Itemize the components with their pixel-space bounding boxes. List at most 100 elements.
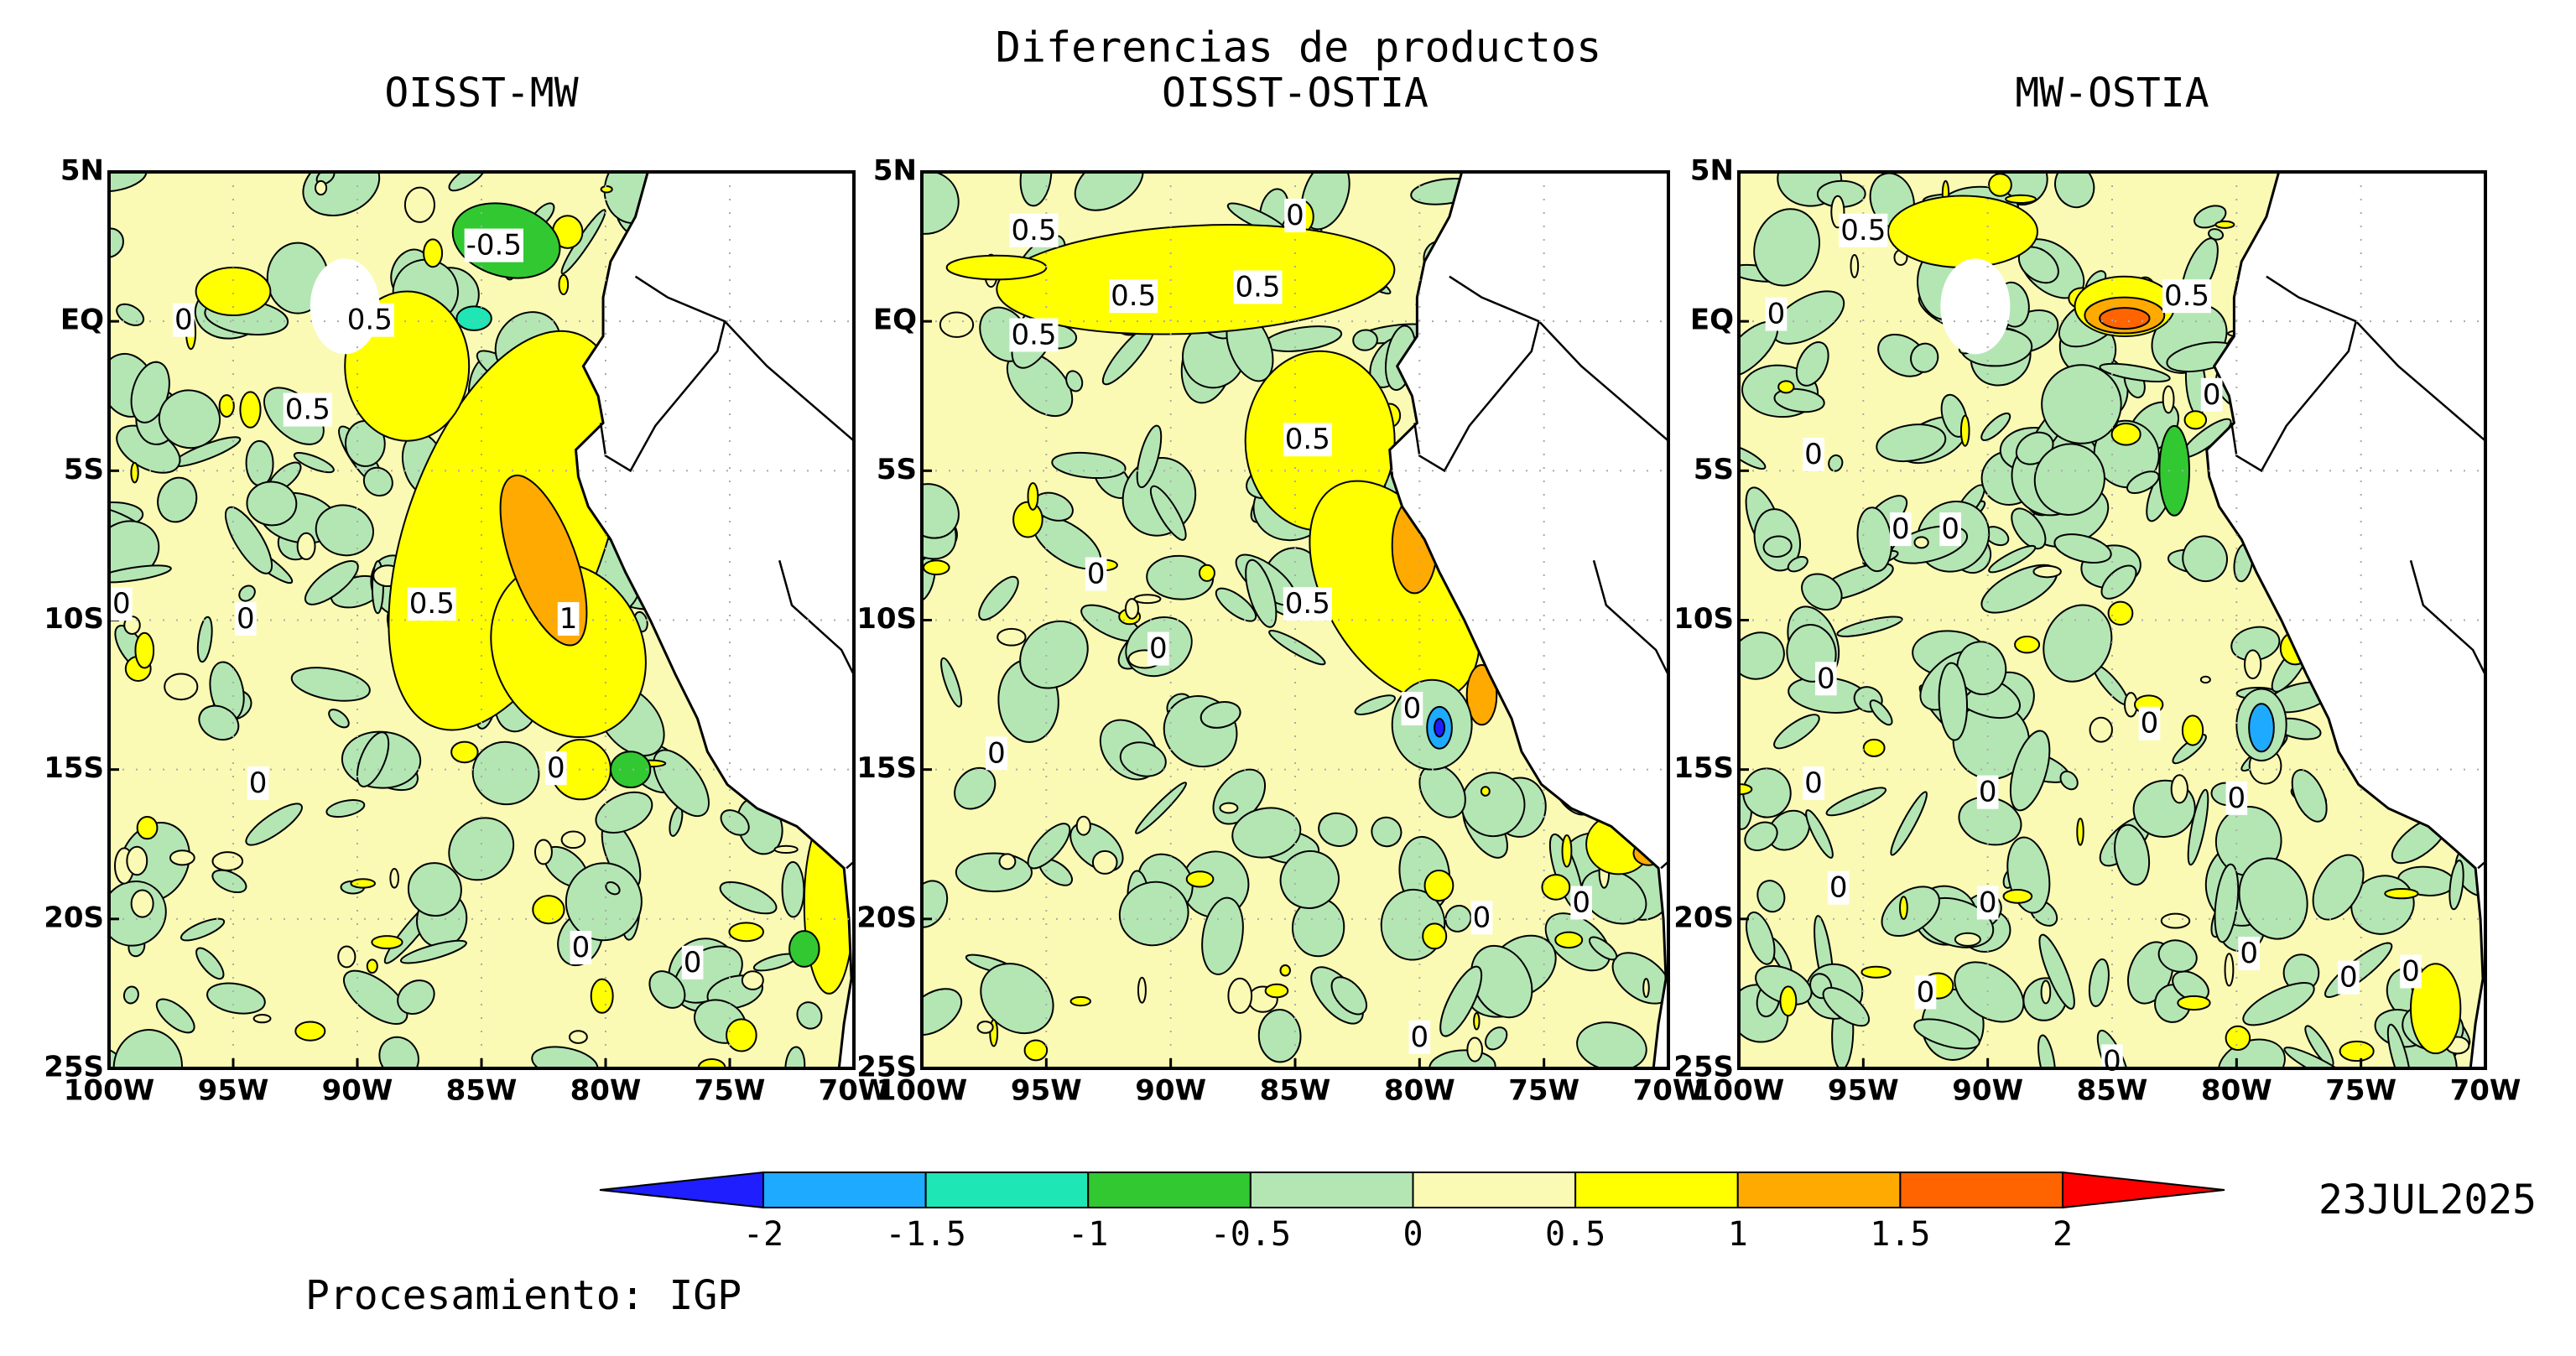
contour-patch bbox=[923, 559, 950, 576]
contour-patch bbox=[1642, 978, 1650, 999]
contour-patch bbox=[2088, 958, 2110, 1007]
contour-patch bbox=[206, 982, 266, 1015]
contour-patch bbox=[773, 844, 799, 855]
contour-patch bbox=[2291, 769, 2328, 823]
contour-label-bg bbox=[1570, 886, 1592, 920]
border bbox=[599, 275, 726, 473]
contour-patch bbox=[1938, 662, 1969, 741]
contour-label: 0 bbox=[1473, 901, 1491, 934]
contour-patch bbox=[252, 1013, 272, 1024]
contour-patch bbox=[164, 673, 199, 701]
y-tick-label: 25S bbox=[44, 1051, 104, 1084]
contour-patch bbox=[2384, 887, 2419, 900]
contour-patch bbox=[1027, 823, 1071, 870]
contour-patch bbox=[2157, 939, 2198, 973]
y-tick-label: 15S bbox=[44, 751, 104, 785]
contour-patch bbox=[1434, 718, 1445, 738]
contour-label-bg bbox=[1976, 775, 1999, 809]
contour-label-bg bbox=[247, 766, 269, 800]
contour-patch bbox=[1185, 870, 1215, 888]
contour-patch bbox=[1762, 535, 1793, 559]
contour-patch bbox=[1787, 555, 1808, 573]
contour-patch bbox=[225, 506, 273, 574]
contour-patch bbox=[158, 389, 221, 449]
contour-label-bg bbox=[1803, 766, 1824, 800]
contour-label: 0 bbox=[1087, 558, 1106, 591]
contour-patch bbox=[940, 657, 963, 708]
contour-patch bbox=[1352, 329, 1378, 351]
contour-label-bg bbox=[2138, 706, 2161, 740]
contour-label: 0 bbox=[547, 751, 565, 785]
contour-patch bbox=[2283, 1047, 2355, 1068]
contour-patch bbox=[2076, 817, 2084, 846]
contour-label: 0 bbox=[2240, 937, 2258, 970]
panel-title: OISST-MW bbox=[384, 70, 578, 117]
x-tick-label: 70W bbox=[2450, 1074, 2521, 1108]
contour-patch bbox=[238, 584, 256, 602]
contour-patch bbox=[1755, 964, 1813, 1005]
contour-patch bbox=[356, 731, 390, 787]
contour-patch bbox=[1019, 172, 1053, 207]
contour-patch bbox=[2225, 1025, 2251, 1052]
contour-patch bbox=[1580, 869, 1647, 925]
contour-patch bbox=[1227, 977, 1253, 1015]
contour-patch bbox=[1444, 905, 1472, 933]
contour-patch bbox=[2181, 714, 2204, 746]
contour-label: 0 bbox=[1917, 975, 1935, 1009]
contour-patch bbox=[211, 851, 244, 871]
contour-label-bg bbox=[1815, 662, 1837, 696]
contour-patch bbox=[1023, 1039, 1049, 1062]
contour-label: 0 bbox=[572, 931, 591, 964]
contour-patch bbox=[122, 985, 139, 1005]
contour-patch bbox=[350, 878, 376, 889]
y-tick-label: 10S bbox=[44, 602, 104, 636]
contour-label: 0 bbox=[1804, 766, 1823, 800]
contour-patch bbox=[1135, 782, 1187, 834]
contour-patch bbox=[2160, 912, 2191, 929]
border bbox=[2230, 275, 2358, 473]
x-tick-label: 95W bbox=[1828, 1074, 1899, 1108]
contour-label-bg bbox=[1976, 886, 1999, 920]
contour-patch bbox=[1890, 791, 1928, 856]
colorbar-box bbox=[1899, 1172, 2063, 1208]
contour-label-bg bbox=[986, 736, 1007, 771]
contour-label-bg bbox=[2225, 781, 2248, 815]
contour-patch bbox=[407, 862, 462, 917]
contour-patch bbox=[218, 394, 235, 418]
contour-patch bbox=[1137, 976, 1147, 1004]
x-tick-label: 70W bbox=[1633, 1074, 1704, 1108]
colorbar-label: -0.5 bbox=[1210, 1215, 1291, 1254]
contour-patch bbox=[448, 817, 515, 881]
colorbar-label: -1 bbox=[1068, 1215, 1108, 1254]
contour-patch bbox=[1201, 896, 1244, 975]
contour-patch bbox=[2040, 979, 2052, 1005]
contour-patch bbox=[389, 867, 399, 889]
contour-patch bbox=[1074, 172, 1144, 211]
contour-patch bbox=[558, 273, 570, 296]
contour-patch bbox=[945, 254, 1048, 281]
contour-patch bbox=[134, 631, 155, 669]
y-tick-label: EQ bbox=[60, 304, 104, 337]
contour-patch bbox=[1773, 387, 1825, 413]
contour-patch bbox=[1753, 208, 1820, 287]
contour-patch bbox=[2183, 410, 2208, 430]
credit: Procesamiento: IGP bbox=[305, 1272, 742, 1319]
contour-patch bbox=[939, 311, 975, 338]
contour-patch bbox=[531, 1046, 599, 1068]
contour-label-bg bbox=[1284, 198, 1306, 232]
colorbar-arrow bbox=[2062, 1171, 2225, 1209]
contour-patch bbox=[1773, 714, 1820, 750]
contour-patch bbox=[1862, 738, 1886, 757]
contour-patch bbox=[2014, 635, 2041, 654]
contour-patch bbox=[2053, 533, 2112, 564]
contour-label: 0 bbox=[2339, 961, 2358, 995]
contour-patch bbox=[1480, 786, 1491, 797]
contour-label-bg bbox=[1939, 512, 1961, 547]
map-panel: OISST-OSTIA 100W 95W 90W 85W 80W 75W 70W 5N EQ 5S 1… bbox=[856, 70, 1704, 1108]
contour-label: 0.5 bbox=[1011, 318, 1056, 351]
contour-patch bbox=[198, 704, 240, 741]
y-tick-label: 15S bbox=[856, 751, 917, 785]
land bbox=[2206, 172, 2485, 1068]
contour-label: 0 bbox=[1411, 1021, 1429, 1054]
contour-patch bbox=[366, 959, 378, 974]
